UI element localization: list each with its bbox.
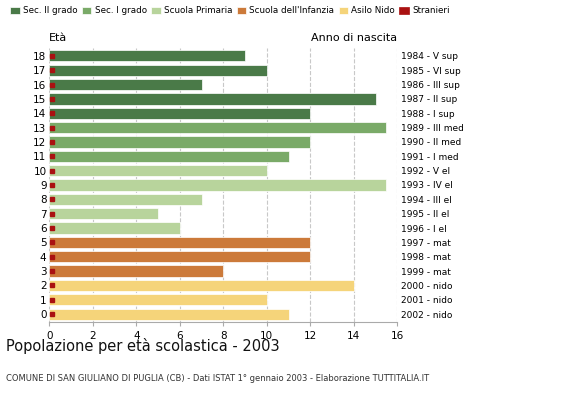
Bar bbox=[49, 280, 354, 291]
Legend: Sec. II grado, Sec. I grado, Scuola Primaria, Scuola dell'Infanzia, Asilo Nido, : Sec. II grado, Sec. I grado, Scuola Prim… bbox=[10, 6, 450, 15]
Text: Età: Età bbox=[49, 32, 67, 42]
Bar bbox=[49, 165, 267, 176]
Text: Popolazione per età scolastica - 2003: Popolazione per età scolastica - 2003 bbox=[6, 338, 280, 354]
Bar bbox=[49, 93, 375, 104]
Bar bbox=[49, 136, 310, 148]
Bar bbox=[49, 308, 288, 320]
Text: Anno di nascita: Anno di nascita bbox=[311, 32, 397, 42]
Bar bbox=[49, 237, 310, 248]
Bar bbox=[49, 108, 310, 119]
Bar bbox=[49, 122, 386, 133]
Bar bbox=[49, 65, 267, 76]
Text: COMUNE DI SAN GIULIANO DI PUGLIA (CB) - Dati ISTAT 1° gennaio 2003 - Elaborazion: COMUNE DI SAN GIULIANO DI PUGLIA (CB) - … bbox=[6, 374, 429, 383]
Bar bbox=[49, 194, 201, 205]
Bar bbox=[49, 266, 223, 277]
Bar bbox=[49, 251, 310, 262]
Bar bbox=[49, 222, 180, 234]
Bar bbox=[49, 180, 386, 190]
Bar bbox=[49, 79, 201, 90]
Bar bbox=[49, 208, 158, 219]
Bar bbox=[49, 294, 267, 305]
Bar bbox=[49, 50, 245, 62]
Bar bbox=[49, 151, 288, 162]
